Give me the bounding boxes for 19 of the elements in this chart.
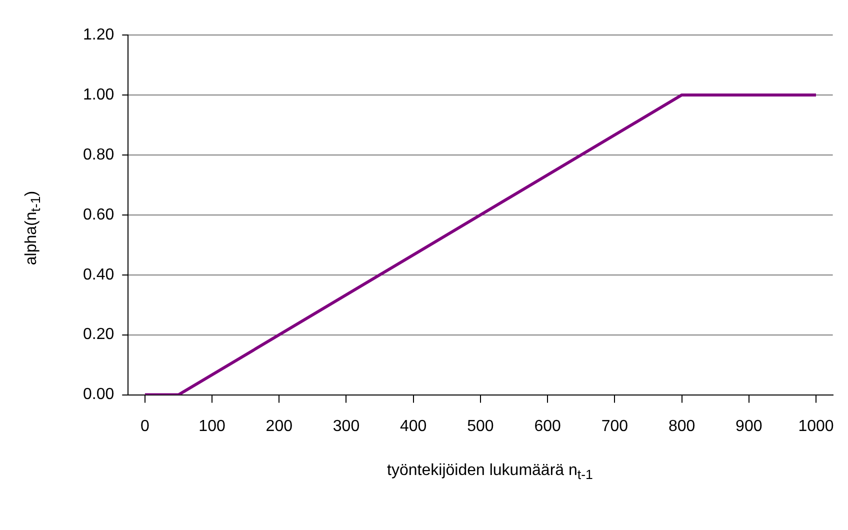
- y-tick-label: 0.00: [83, 386, 114, 404]
- y-tick-label: 0.20: [83, 326, 114, 344]
- x-tick-label: 0: [140, 418, 150, 435]
- x-tick-label: 900: [736, 418, 762, 435]
- y-tick-label: 0.60: [83, 206, 114, 224]
- x-tick-label: 1000: [798, 418, 834, 435]
- x-tick-label: 400: [400, 418, 427, 435]
- y-tick-label: 0.40: [83, 266, 114, 284]
- x-tick-label: 500: [467, 418, 494, 435]
- x-tick-label: 600: [534, 418, 562, 435]
- y-tick-label: 1.00: [83, 86, 114, 104]
- x-tick-label: 100: [198, 418, 226, 435]
- x-axis-title: työntekijöiden lukumäärä n$_{t-1}$: [386, 462, 594, 482]
- y-tick-label: 1.20: [83, 26, 114, 44]
- y-tick-label: 0.80: [83, 146, 114, 164]
- x-tick-label: 800: [668, 418, 696, 435]
- x-tick-label: 300: [332, 418, 360, 435]
- x-tick-label: 200: [266, 418, 293, 435]
- x-tick-label: 700: [601, 418, 628, 435]
